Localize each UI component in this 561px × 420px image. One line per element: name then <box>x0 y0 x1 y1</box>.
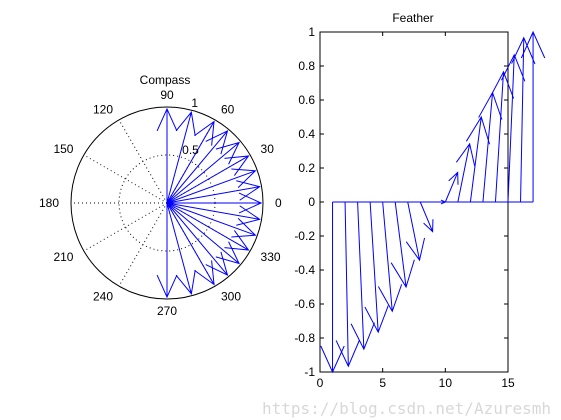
compass-angle-label: 240 <box>93 290 113 304</box>
compass-angle-label: 120 <box>93 102 113 116</box>
feather-xtick-label: 15 <box>501 376 515 390</box>
feather-ticks: 0 5 10 15 -1 -0.8 -0.6 -0.4 -0.2 0 0.2 0.4 0.6 0.8 1 <box>294 25 515 390</box>
feather-ytick-label: -0.2 <box>294 229 315 243</box>
compass-spoke <box>83 202 168 252</box>
feather-arrow <box>465 115 491 203</box>
feather-ytick-label: 0 <box>308 195 315 209</box>
compass-title: Compass <box>140 73 191 87</box>
compass-arrow <box>156 203 178 299</box>
feather-arrow <box>455 142 476 203</box>
feather-arrow <box>350 201 375 351</box>
compass-arrow <box>166 202 215 286</box>
compass-angle-label: 330 <box>261 250 281 264</box>
feather-ytick-label: -1 <box>304 365 315 379</box>
feather-xtick-label: 10 <box>439 376 453 390</box>
feather-title: Feather <box>392 11 433 25</box>
compass-arrow <box>167 192 263 214</box>
compass-angle-label: 0 <box>275 196 282 210</box>
compass-arrow <box>166 202 261 226</box>
compass-labels: 0.5 1 0 30 60 90 120 150 180 210 240 270 300 330 <box>39 88 282 318</box>
compass-arrow <box>166 202 250 251</box>
feather-chart: Feather 0 5 10 15-1-0.8-0.6-0.4-0.200.20.40… <box>294 11 546 390</box>
compass-chart: Compass 0.5 1 0 30 60 90 120 150 180 210 240 270 300… <box>39 73 282 318</box>
compass-arrow <box>156 107 178 203</box>
feather-arrow <box>320 202 345 374</box>
compass-arrow <box>166 180 261 204</box>
compass-arrow <box>166 120 215 204</box>
compass-arrow <box>166 202 229 277</box>
feather-ytick-label: -0.8 <box>294 331 315 345</box>
feather-arrow <box>405 201 426 262</box>
feather-arrow <box>444 171 459 203</box>
compass-angle-label: 30 <box>261 142 275 156</box>
compass-angle-label: 180 <box>39 196 59 210</box>
compass-radial-tick-label: 0.5 <box>182 143 199 157</box>
compass-arrow <box>166 141 241 204</box>
compass-arrow <box>166 155 250 204</box>
feather-xtick-label: 5 <box>379 376 386 390</box>
compass-arrow <box>166 202 257 238</box>
compass-outer-ring <box>70 106 264 300</box>
compass-arrow <box>166 129 229 204</box>
feather-xtick-label: 0 <box>317 376 324 390</box>
compass-arrow <box>166 202 196 296</box>
compass-angle-label: 90 <box>160 88 174 102</box>
feather-ytick-label: 0.4 <box>298 127 315 141</box>
feather-arrow <box>432 199 447 205</box>
feather-ytick-label: -0.6 <box>294 297 315 311</box>
feather-ytick-label: 0.6 <box>298 93 315 107</box>
compass-angle-label: 270 <box>157 304 177 318</box>
feather-arrow <box>377 201 403 313</box>
feather-arrow <box>511 36 536 203</box>
feather-arrow <box>520 30 546 202</box>
compass-arrow <box>166 168 257 204</box>
feather-ytick-label: -0.4 <box>294 263 315 277</box>
feather-arrow <box>419 201 434 233</box>
compass-spoke <box>83 154 168 204</box>
compass-arrow <box>166 202 241 265</box>
compass-angle-label: 150 <box>53 142 73 156</box>
feather-ytick-label: 0.2 <box>298 161 315 175</box>
feather-arrow <box>489 70 515 203</box>
feather-arrow <box>364 201 389 334</box>
watermark: https://blog.csdn.net/Azuresmh <box>262 399 551 418</box>
feather-arrow <box>501 53 526 203</box>
feather-arrow <box>335 201 360 368</box>
compass-angle-label: 300 <box>221 290 241 304</box>
feather-ytick-label: 0.8 <box>298 59 315 73</box>
feather-ytick-label: 1 <box>308 25 315 39</box>
feather-arrow <box>390 201 415 289</box>
feather-arrows <box>320 30 546 374</box>
compass-angle-label: 60 <box>221 102 235 116</box>
compass-radial-tick-label: 1 <box>191 96 198 110</box>
compass-arrows <box>156 107 263 299</box>
compass-arrow <box>166 110 196 204</box>
compass-angle-label: 210 <box>53 250 73 264</box>
